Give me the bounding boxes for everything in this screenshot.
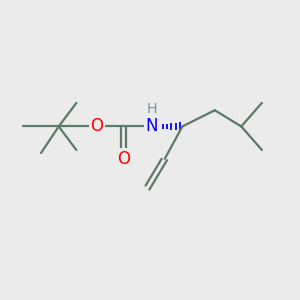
Text: N: N <box>145 117 158 135</box>
Text: O: O <box>117 150 130 168</box>
Text: H: H <box>146 102 157 116</box>
Text: O: O <box>91 117 103 135</box>
